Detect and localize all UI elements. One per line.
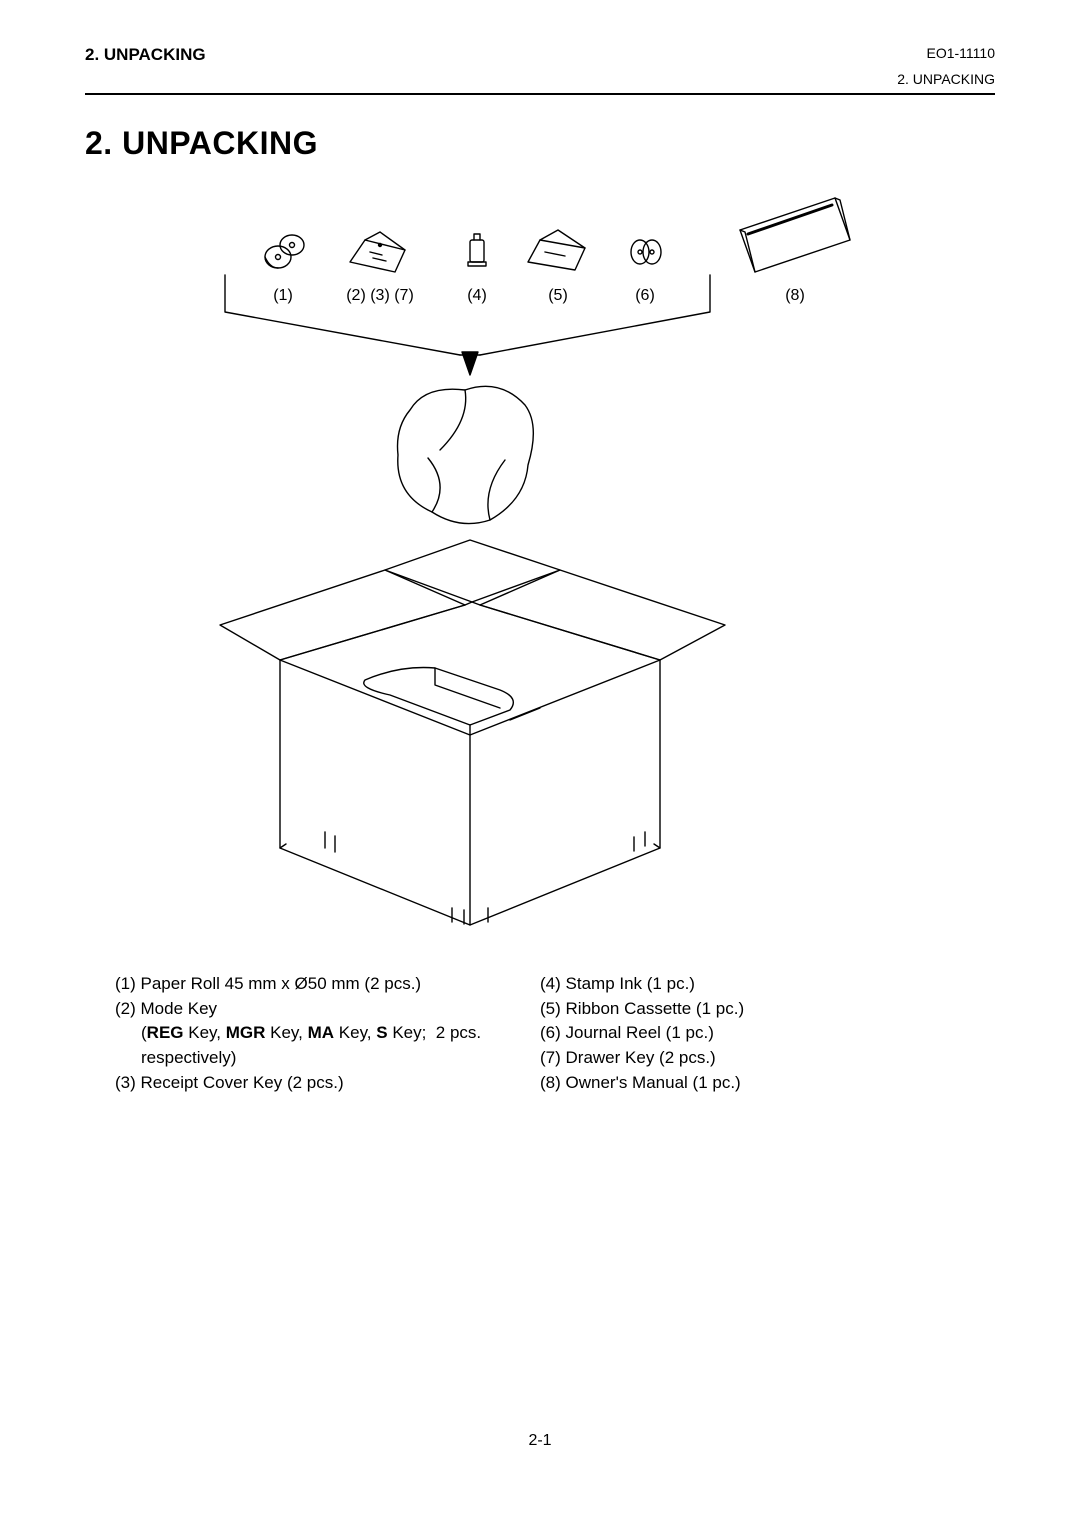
paper-rolls-icon	[265, 235, 304, 268]
label-1: (1)	[273, 287, 293, 304]
legend-item: (5) Ribbon Cassette (1 pc.)	[540, 997, 965, 1022]
legend-item: (6) Journal Reel (1 pc.)	[540, 1021, 965, 1046]
ribbon-cassette-icon	[528, 230, 585, 270]
header-right: EO1-11110 2. UNPACKING	[897, 45, 995, 87]
unpacking-svg: (1) (2) (3) (7) (4) (5) (6) (8)	[170, 190, 910, 950]
legend-item: respectively)	[115, 1046, 540, 1071]
header-rule	[85, 93, 995, 95]
legend-item: (1) Paper Roll 45 mm x Ø50 mm (2 pcs.)	[115, 972, 540, 997]
header-left: 2. UNPACKING	[85, 45, 206, 65]
journal-reel-icon	[631, 240, 661, 264]
legend-col-right: (4) Stamp Ink (1 pc.) (5) Ribbon Cassett…	[540, 972, 965, 1095]
legend: (1) Paper Roll 45 mm x Ø50 mm (2 pcs.) (…	[85, 972, 995, 1095]
legend-item: (3) Receipt Cover Key (2 pcs.)	[115, 1071, 540, 1096]
legend-col-left: (1) Paper Roll 45 mm x Ø50 mm (2 pcs.) (…	[115, 972, 540, 1095]
label-6: (6)	[635, 287, 655, 304]
owners-manual-icon	[740, 198, 850, 272]
label-8: (8)	[785, 287, 805, 304]
section-title: 2. UNPACKING	[85, 125, 995, 162]
legend-item: (4) Stamp Ink (1 pc.)	[540, 972, 965, 997]
page-number: 2-1	[0, 1432, 1080, 1450]
legend-item: (REG Key, MGR Key, MA Key, S Key; 2 pcs.	[115, 1021, 540, 1046]
legend-item: (7) Drawer Key (2 pcs.)	[540, 1046, 965, 1071]
legend-item: (8) Owner's Manual (1 pc.)	[540, 1071, 965, 1096]
unpacking-diagram: (1) (2) (3) (7) (4) (5) (6) (8)	[85, 190, 995, 950]
legend-item: (2) Mode Key	[115, 997, 540, 1022]
label-4: (4)	[467, 287, 487, 304]
packing-bag-icon	[398, 386, 534, 523]
label-237: (2) (3) (7)	[346, 287, 414, 304]
keys-bag-icon	[350, 232, 405, 272]
page-header: 2. UNPACKING EO1-11110 2. UNPACKING	[85, 45, 995, 87]
label-5: (5)	[548, 287, 568, 304]
doc-id: EO1-11110	[897, 45, 995, 61]
header-subheader: 2. UNPACKING	[897, 71, 995, 87]
open-box-icon	[220, 540, 725, 925]
stamp-ink-icon	[468, 234, 486, 266]
